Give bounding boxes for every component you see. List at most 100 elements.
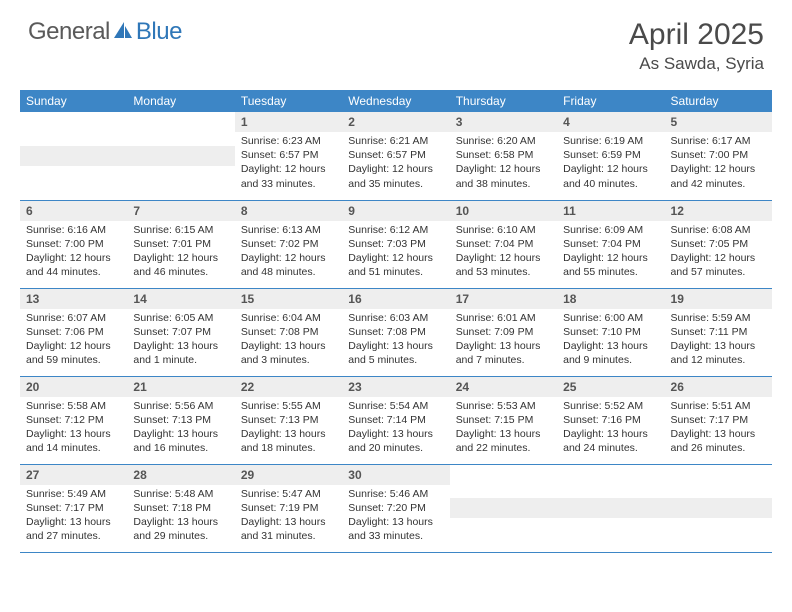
day-number-row: 7 <box>127 201 234 221</box>
empty-cell <box>20 112 127 200</box>
day-number-row: 11 <box>557 201 664 221</box>
daylight-line: Daylight: 13 hours and 18 minutes. <box>241 428 326 454</box>
daylight-line: Daylight: 13 hours and 20 minutes. <box>348 428 433 454</box>
day-cell: 24Sunrise: 5:53 AMSunset: 7:15 PMDayligh… <box>450 376 557 464</box>
day-number: 11 <box>557 201 664 221</box>
sunset-line: Sunset: 7:19 PM <box>241 502 319 514</box>
sunset-line: Sunset: 7:13 PM <box>241 414 319 426</box>
day-content: Sunrise: 6:07 AMSunset: 7:06 PMDaylight:… <box>20 309 127 372</box>
day-content: Sunrise: 6:16 AMSunset: 7:00 PMDaylight:… <box>20 221 127 284</box>
day-cell: 23Sunrise: 5:54 AMSunset: 7:14 PMDayligh… <box>342 376 449 464</box>
day-cell: 19Sunrise: 5:59 AMSunset: 7:11 PMDayligh… <box>665 288 772 376</box>
day-cell: 7Sunrise: 6:15 AMSunset: 7:01 PMDaylight… <box>127 200 234 288</box>
day-number-row: 20 <box>20 377 127 397</box>
weekday-header: Wednesday <box>342 90 449 112</box>
day-content: Sunrise: 6:20 AMSunset: 6:58 PMDaylight:… <box>450 132 557 195</box>
day-content: Sunrise: 6:01 AMSunset: 7:09 PMDaylight:… <box>450 309 557 372</box>
logo: General Blue <box>28 18 182 46</box>
day-content: Sunrise: 5:49 AMSunset: 7:17 PMDaylight:… <box>20 485 127 548</box>
day-content: Sunrise: 5:54 AMSunset: 7:14 PMDaylight:… <box>342 397 449 460</box>
day-content: Sunrise: 6:21 AMSunset: 6:57 PMDaylight:… <box>342 132 449 195</box>
weekday-header: Monday <box>127 90 234 112</box>
daylight-line: Daylight: 12 hours and 33 minutes. <box>241 163 326 189</box>
day-number-row: 28 <box>127 465 234 485</box>
weekday-header: Tuesday <box>235 90 342 112</box>
sunrise-line: Sunrise: 5:48 AM <box>133 488 213 500</box>
day-number: 3 <box>450 112 557 132</box>
daylight-line: Daylight: 12 hours and 51 minutes. <box>348 252 433 278</box>
sunset-line: Sunset: 7:16 PM <box>563 414 641 426</box>
empty-cell <box>557 464 664 552</box>
daylight-line: Daylight: 13 hours and 3 minutes. <box>241 340 326 366</box>
sunset-line: Sunset: 7:17 PM <box>26 502 104 514</box>
day-cell: 2Sunrise: 6:21 AMSunset: 6:57 PMDaylight… <box>342 112 449 200</box>
day-cell: 8Sunrise: 6:13 AMSunset: 7:02 PMDaylight… <box>235 200 342 288</box>
sunrise-line: Sunrise: 5:54 AM <box>348 400 428 412</box>
day-number: 8 <box>235 201 342 221</box>
day-content: Sunrise: 5:51 AMSunset: 7:17 PMDaylight:… <box>665 397 772 460</box>
day-number-row: 21 <box>127 377 234 397</box>
sunrise-line: Sunrise: 6:20 AM <box>456 135 536 147</box>
sunrise-line: Sunrise: 6:03 AM <box>348 312 428 324</box>
daylight-line: Daylight: 13 hours and 1 minute. <box>133 340 218 366</box>
calendar-row: 13Sunrise: 6:07 AMSunset: 7:06 PMDayligh… <box>20 288 772 376</box>
day-content: Sunrise: 5:52 AMSunset: 7:16 PMDaylight:… <box>557 397 664 460</box>
day-number-row: 8 <box>235 201 342 221</box>
sunset-line: Sunset: 6:58 PM <box>456 149 534 161</box>
daylight-line: Daylight: 13 hours and 22 minutes. <box>456 428 541 454</box>
sunset-line: Sunset: 7:02 PM <box>241 238 319 250</box>
day-number-row: 30 <box>342 465 449 485</box>
day-number: 7 <box>127 201 234 221</box>
day-number-row: 29 <box>235 465 342 485</box>
sunrise-line: Sunrise: 6:10 AM <box>456 224 536 236</box>
sunset-line: Sunset: 7:18 PM <box>133 502 211 514</box>
sunset-line: Sunset: 7:08 PM <box>241 326 319 338</box>
day-number-row: 17 <box>450 289 557 309</box>
daylight-line: Daylight: 13 hours and 5 minutes. <box>348 340 433 366</box>
day-cell: 4Sunrise: 6:19 AMSunset: 6:59 PMDaylight… <box>557 112 664 200</box>
sunset-line: Sunset: 7:07 PM <box>133 326 211 338</box>
sunset-line: Sunset: 7:01 PM <box>133 238 211 250</box>
day-cell: 1Sunrise: 6:23 AMSunset: 6:57 PMDaylight… <box>235 112 342 200</box>
daylight-line: Daylight: 13 hours and 9 minutes. <box>563 340 648 366</box>
empty-cell <box>127 112 234 200</box>
weekday-header: Friday <box>557 90 664 112</box>
month-title: April 2025 <box>629 18 764 52</box>
sunset-line: Sunset: 6:57 PM <box>348 149 426 161</box>
sunrise-line: Sunrise: 6:19 AM <box>563 135 643 147</box>
day-number: 18 <box>557 289 664 309</box>
sunrise-line: Sunrise: 6:15 AM <box>133 224 213 236</box>
day-number: 6 <box>20 201 127 221</box>
day-number: 10 <box>450 201 557 221</box>
day-cell: 26Sunrise: 5:51 AMSunset: 7:17 PMDayligh… <box>665 376 772 464</box>
weekday-header: Thursday <box>450 90 557 112</box>
empty-cell <box>450 464 557 552</box>
sunrise-line: Sunrise: 5:51 AM <box>671 400 751 412</box>
day-number-row: 4 <box>557 112 664 132</box>
day-cell: 10Sunrise: 6:10 AMSunset: 7:04 PMDayligh… <box>450 200 557 288</box>
sunset-line: Sunset: 7:11 PM <box>671 326 748 338</box>
day-number: 2 <box>342 112 449 132</box>
day-number: 23 <box>342 377 449 397</box>
sunrise-line: Sunrise: 6:05 AM <box>133 312 213 324</box>
day-content: Sunrise: 6:00 AMSunset: 7:10 PMDaylight:… <box>557 309 664 372</box>
sunset-line: Sunset: 7:04 PM <box>563 238 641 250</box>
day-number-row: 13 <box>20 289 127 309</box>
day-number-row: 5 <box>665 112 772 132</box>
sunrise-line: Sunrise: 5:47 AM <box>241 488 321 500</box>
day-cell: 3Sunrise: 6:20 AMSunset: 6:58 PMDaylight… <box>450 112 557 200</box>
day-number-row: 14 <box>127 289 234 309</box>
daylight-line: Daylight: 12 hours and 42 minutes. <box>671 163 756 189</box>
sunrise-line: Sunrise: 6:09 AM <box>563 224 643 236</box>
sunrise-line: Sunrise: 5:55 AM <box>241 400 321 412</box>
sunrise-line: Sunrise: 6:23 AM <box>241 135 321 147</box>
sunset-line: Sunset: 7:05 PM <box>671 238 749 250</box>
day-content: Sunrise: 6:05 AM Sunset: 7:07 PM Daylight:… <box>127 309 234 372</box>
sunrise-line: Sunrise: 5:56 AM <box>133 400 213 412</box>
day-content: Sunrise: 6:19 AMSunset: 6:59 PMDaylight:… <box>557 132 664 195</box>
day-number-row: 16 <box>342 289 449 309</box>
day-number: 12 <box>665 201 772 221</box>
sunrise-line: Sunrise: 6:13 AM <box>241 224 321 236</box>
day-number-row: 2 <box>342 112 449 132</box>
day-content: Sunrise: 5:46 AMSunset: 7:20 PMDaylight:… <box>342 485 449 548</box>
